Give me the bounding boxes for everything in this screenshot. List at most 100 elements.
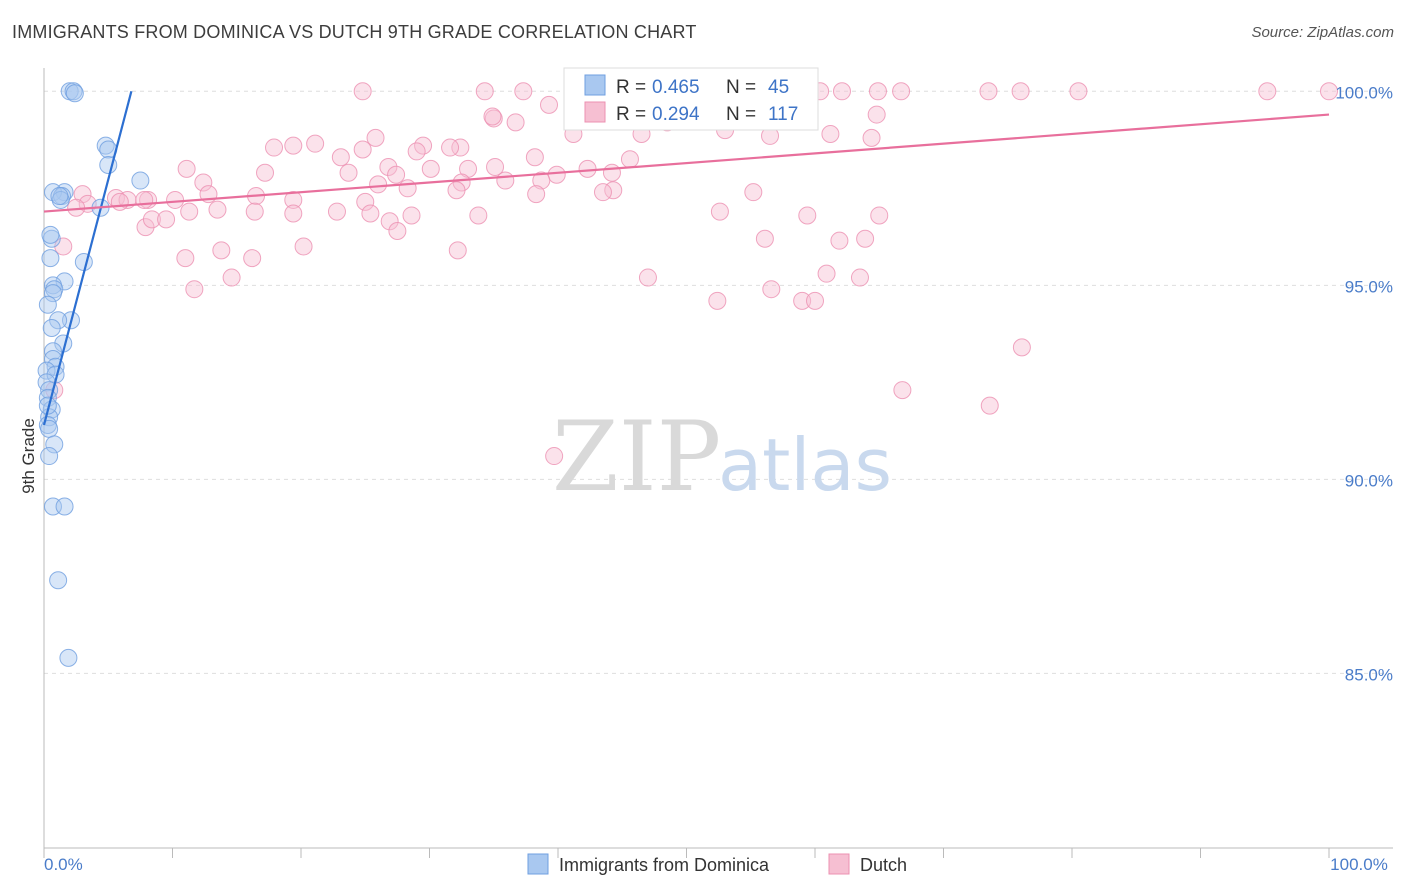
dutch-point-81 xyxy=(135,190,154,209)
dutch-point-14 xyxy=(892,82,911,101)
dutch-point-115 xyxy=(483,107,502,126)
dominica-point-6 xyxy=(131,171,150,190)
dutch-points xyxy=(45,82,1338,466)
y-axis-label: 9th Grade xyxy=(19,418,38,494)
y-tick-label-2: 90.0% xyxy=(1345,471,1393,490)
dutch-point-66 xyxy=(356,192,375,211)
dutch-point-70 xyxy=(166,190,185,209)
legend-n-value-dutch: 117 xyxy=(768,104,798,125)
dutch-point-90 xyxy=(388,221,407,240)
dutch-point-92 xyxy=(294,237,313,256)
dutch-point-41 xyxy=(177,159,196,178)
dutch-point-51 xyxy=(602,163,621,182)
dutch-point-91 xyxy=(212,241,231,260)
dominica-point-14 xyxy=(74,253,93,272)
dutch-point-61 xyxy=(527,185,546,204)
dutch-point-63 xyxy=(744,183,763,202)
legend-n-label-dominica: N = xyxy=(726,77,756,98)
dutch-point-79 xyxy=(402,206,421,225)
dutch-point-100 xyxy=(222,268,241,287)
dutch-point-93 xyxy=(176,249,195,268)
dutch-point-7 xyxy=(832,82,851,101)
x-ticks xyxy=(43,848,1330,858)
dutch-point-108 xyxy=(1012,338,1031,357)
dominica-point-38 xyxy=(55,497,74,516)
dominica-point-39 xyxy=(49,571,68,590)
x-tick-label-1: 100.0% xyxy=(1330,855,1388,874)
legend-n-label-dutch: N = xyxy=(726,104,756,125)
dutch-point-55 xyxy=(532,171,551,190)
y-tick-labels: 100.0% 95.0% 90.0% 85.0% xyxy=(1335,83,1393,684)
dutch-point-34 xyxy=(353,140,372,159)
dutch-point-95 xyxy=(755,229,774,248)
dutch-point-10 xyxy=(1011,82,1030,101)
dutch-point-38 xyxy=(331,148,350,167)
dutch-point-57 xyxy=(398,179,417,198)
watermark: ZIP atlas xyxy=(552,401,892,513)
dutch-point-40 xyxy=(620,150,639,169)
legend-swatch-dutch xyxy=(584,101,606,123)
dutch-point-89 xyxy=(380,212,399,231)
axes xyxy=(43,68,1393,849)
dutch-point-2 xyxy=(514,82,533,101)
watermark-atlas: atlas xyxy=(718,423,892,507)
dutch-point-49 xyxy=(387,165,406,184)
legend-r-label-dominica: R = xyxy=(616,77,646,98)
dutch-point-98 xyxy=(448,241,467,260)
dutch-point-65 xyxy=(284,190,303,209)
dutch-point-21 xyxy=(506,113,525,132)
dutch-point-35 xyxy=(451,138,470,157)
dutch-point-8 xyxy=(868,82,887,101)
dutch-point-106 xyxy=(817,264,836,283)
dutch-point-58 xyxy=(447,181,466,200)
dutch-point-11 xyxy=(1069,82,1088,101)
dutch-point-28 xyxy=(862,128,881,147)
dutch-point-105 xyxy=(806,291,824,310)
legend-n-value-dominica: 45 xyxy=(768,77,789,98)
y-tick-label-1: 95.0% xyxy=(1345,277,1393,296)
dutch-point-76 xyxy=(208,200,227,219)
dutch-point-54 xyxy=(496,171,515,190)
dutch-point-111 xyxy=(545,447,564,466)
dutch-point-77 xyxy=(284,204,303,223)
dutch-point-0 xyxy=(353,82,372,101)
legend-r-value-dominica: 0.465 xyxy=(652,77,700,98)
dutch-point-97 xyxy=(856,229,875,248)
dutch-point-47 xyxy=(256,163,275,182)
dutch-point-31 xyxy=(306,134,325,153)
dutch-point-27 xyxy=(821,124,840,143)
dominica-point-36 xyxy=(40,447,59,466)
dutch-point-18 xyxy=(867,105,886,124)
legend-swatch-dominica xyxy=(584,74,606,96)
dominica-point-23 xyxy=(43,342,62,361)
trend-lines xyxy=(42,91,1330,426)
dutch-point-12 xyxy=(1258,82,1277,101)
dutch-point-87 xyxy=(142,210,161,229)
bottom-legend-label-dominica: Immigrants from Dominica xyxy=(559,855,770,875)
dutch-point-109 xyxy=(893,381,912,400)
dutch-point-78 xyxy=(361,204,380,223)
dutch-point-75 xyxy=(327,202,346,221)
dutch-point-83 xyxy=(710,202,729,221)
dutch-trend-line xyxy=(43,113,1330,213)
dutch-point-56 xyxy=(369,175,388,194)
correlation-legend: R = 0.465 N = 45 R = 0.294 N = 117 xyxy=(563,67,819,131)
dutch-point-9 xyxy=(979,82,998,101)
dominica-point-42 xyxy=(41,225,60,244)
dutch-point-32 xyxy=(284,136,303,155)
dutch-point-30 xyxy=(265,138,284,157)
dominica-point-19 xyxy=(38,295,57,314)
dutch-point-43 xyxy=(421,159,440,178)
dutch-point-107 xyxy=(850,268,869,287)
dutch-point-39 xyxy=(525,148,544,167)
dutch-point-46 xyxy=(578,159,597,178)
dutch-point-52 xyxy=(194,173,213,192)
watermark-zip: ZIP xyxy=(552,401,721,513)
dominica-point-35 xyxy=(45,435,64,454)
dutch-point-102 xyxy=(708,291,727,310)
series-legend: Immigrants from Dominica Dutch xyxy=(527,853,907,875)
dutch-point-50 xyxy=(547,165,566,184)
legend-r-value-dutch: 0.294 xyxy=(652,104,700,125)
dutch-point-85 xyxy=(870,206,889,225)
